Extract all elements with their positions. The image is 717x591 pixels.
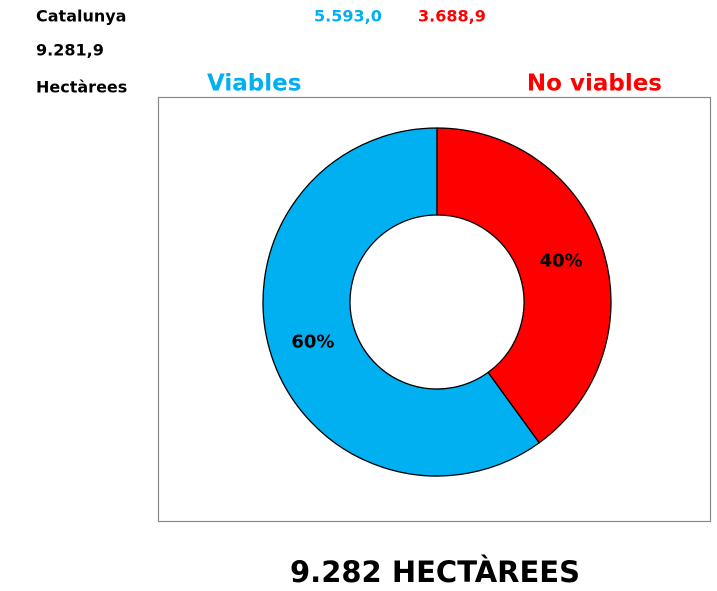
cell-value: 3.688,9	[418, 7, 486, 26]
data-label: 40%	[540, 251, 583, 272]
cell-value: 5.593,0	[314, 7, 382, 26]
region-label: Catalunya	[36, 7, 126, 26]
donut-slice	[262, 127, 541, 477]
unit-label: Hectàrees	[36, 78, 127, 97]
legend-label: No viables	[527, 71, 662, 97]
footer-title: 9.282 HECTÀREES	[290, 555, 580, 589]
legend-label: Viables	[207, 71, 301, 97]
donut-slice	[436, 127, 612, 444]
data-label: 60%	[291, 331, 334, 352]
total-label: 9.281,9	[36, 41, 104, 60]
